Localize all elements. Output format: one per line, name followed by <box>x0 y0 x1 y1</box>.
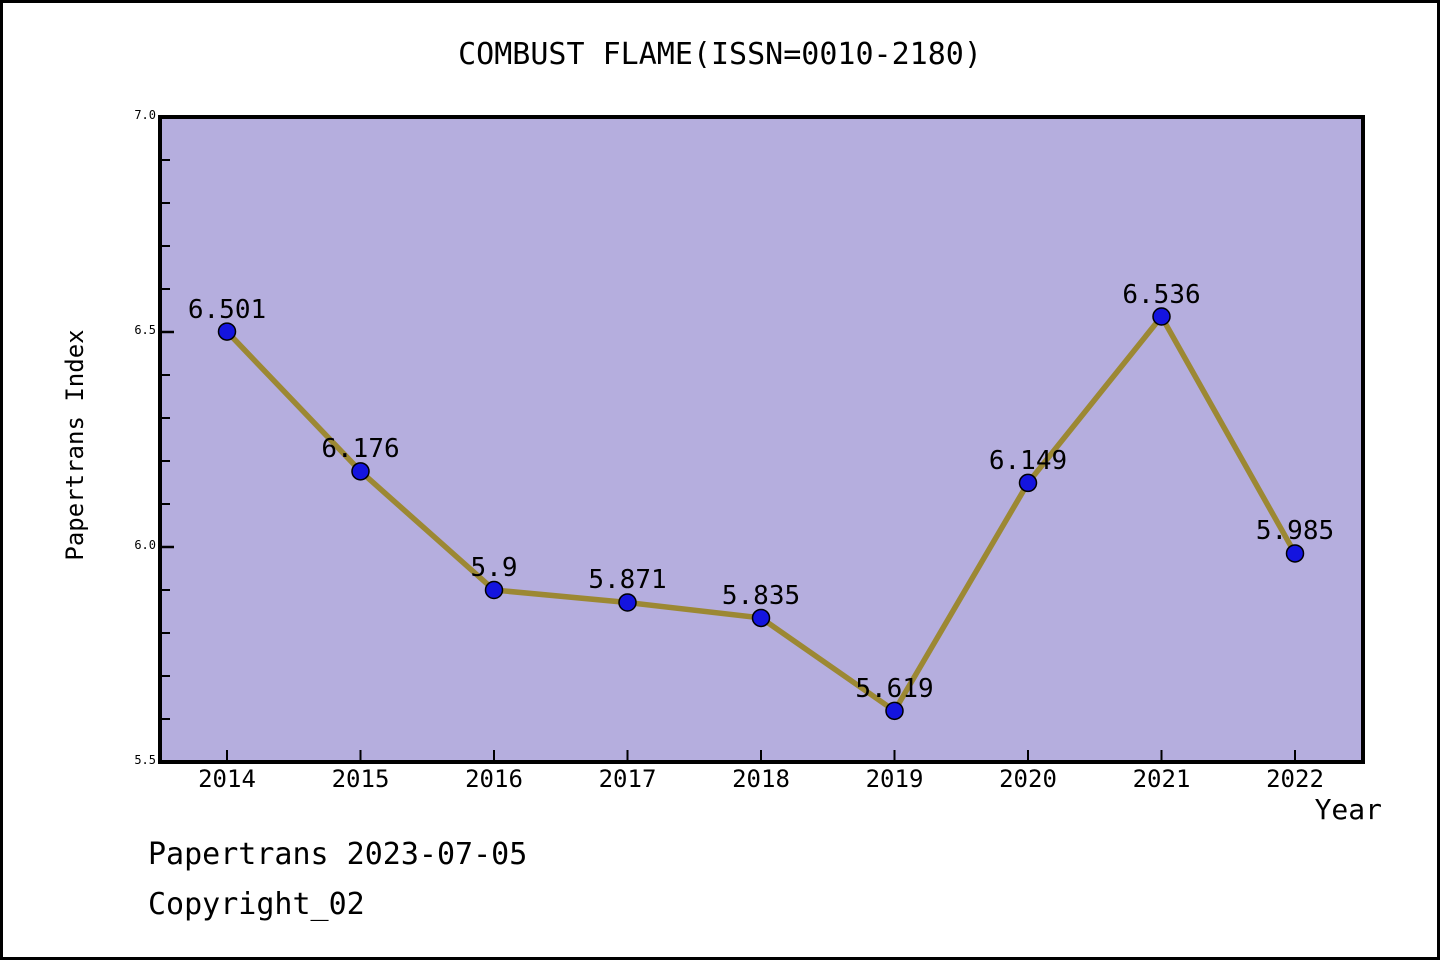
x-tick-label: 2014 <box>198 765 256 793</box>
x-tick-label: 2022 <box>1266 765 1324 793</box>
point-label: 6.501 <box>187 294 267 325</box>
plot-area <box>158 115 1365 764</box>
data-point <box>351 462 370 481</box>
point-label: 5.835 <box>721 580 801 611</box>
point-label: 5.9 <box>470 553 518 583</box>
x-tick-label: 2019 <box>865 765 924 793</box>
footer-date: Papertrans 2023-07-05 <box>148 837 528 872</box>
y-tick-label: 7.0 <box>134 108 156 122</box>
y-tick-label: 6.5 <box>134 323 156 337</box>
data-point <box>217 322 237 341</box>
point-label: 6.176 <box>321 434 400 465</box>
x-tick-label: 2015 <box>331 765 390 793</box>
data-point <box>1285 544 1305 563</box>
x-tick-label: 2021 <box>1132 765 1191 793</box>
data-point <box>751 608 771 628</box>
data-point <box>885 701 904 721</box>
data-point <box>484 580 504 600</box>
x-tick-label: 2017 <box>598 765 657 793</box>
point-label: 5.871 <box>588 565 667 596</box>
y-axis-label: Papertrans Index <box>61 329 90 561</box>
point-label: 6.149 <box>988 445 1068 476</box>
point-label: 5.985 <box>1255 516 1335 547</box>
data-point <box>1152 307 1171 326</box>
x-tick-label: 2020 <box>999 765 1057 793</box>
x-axis-label: Year <box>1314 793 1382 826</box>
chart-title: COMBUST FLAME(ISSN=0010-2180) <box>458 37 982 72</box>
y-tick-label: 6.0 <box>134 538 156 552</box>
point-label: 6.536 <box>1122 279 1201 310</box>
data-point <box>1018 473 1038 493</box>
data-point <box>618 593 637 612</box>
x-tick-label: 2018 <box>732 765 790 793</box>
y-tick-label: 5.5 <box>134 753 156 767</box>
x-tick-label: 2016 <box>465 765 523 793</box>
point-label: 5.619 <box>855 673 934 704</box>
footer-copyright: Copyright_02 <box>148 887 365 922</box>
